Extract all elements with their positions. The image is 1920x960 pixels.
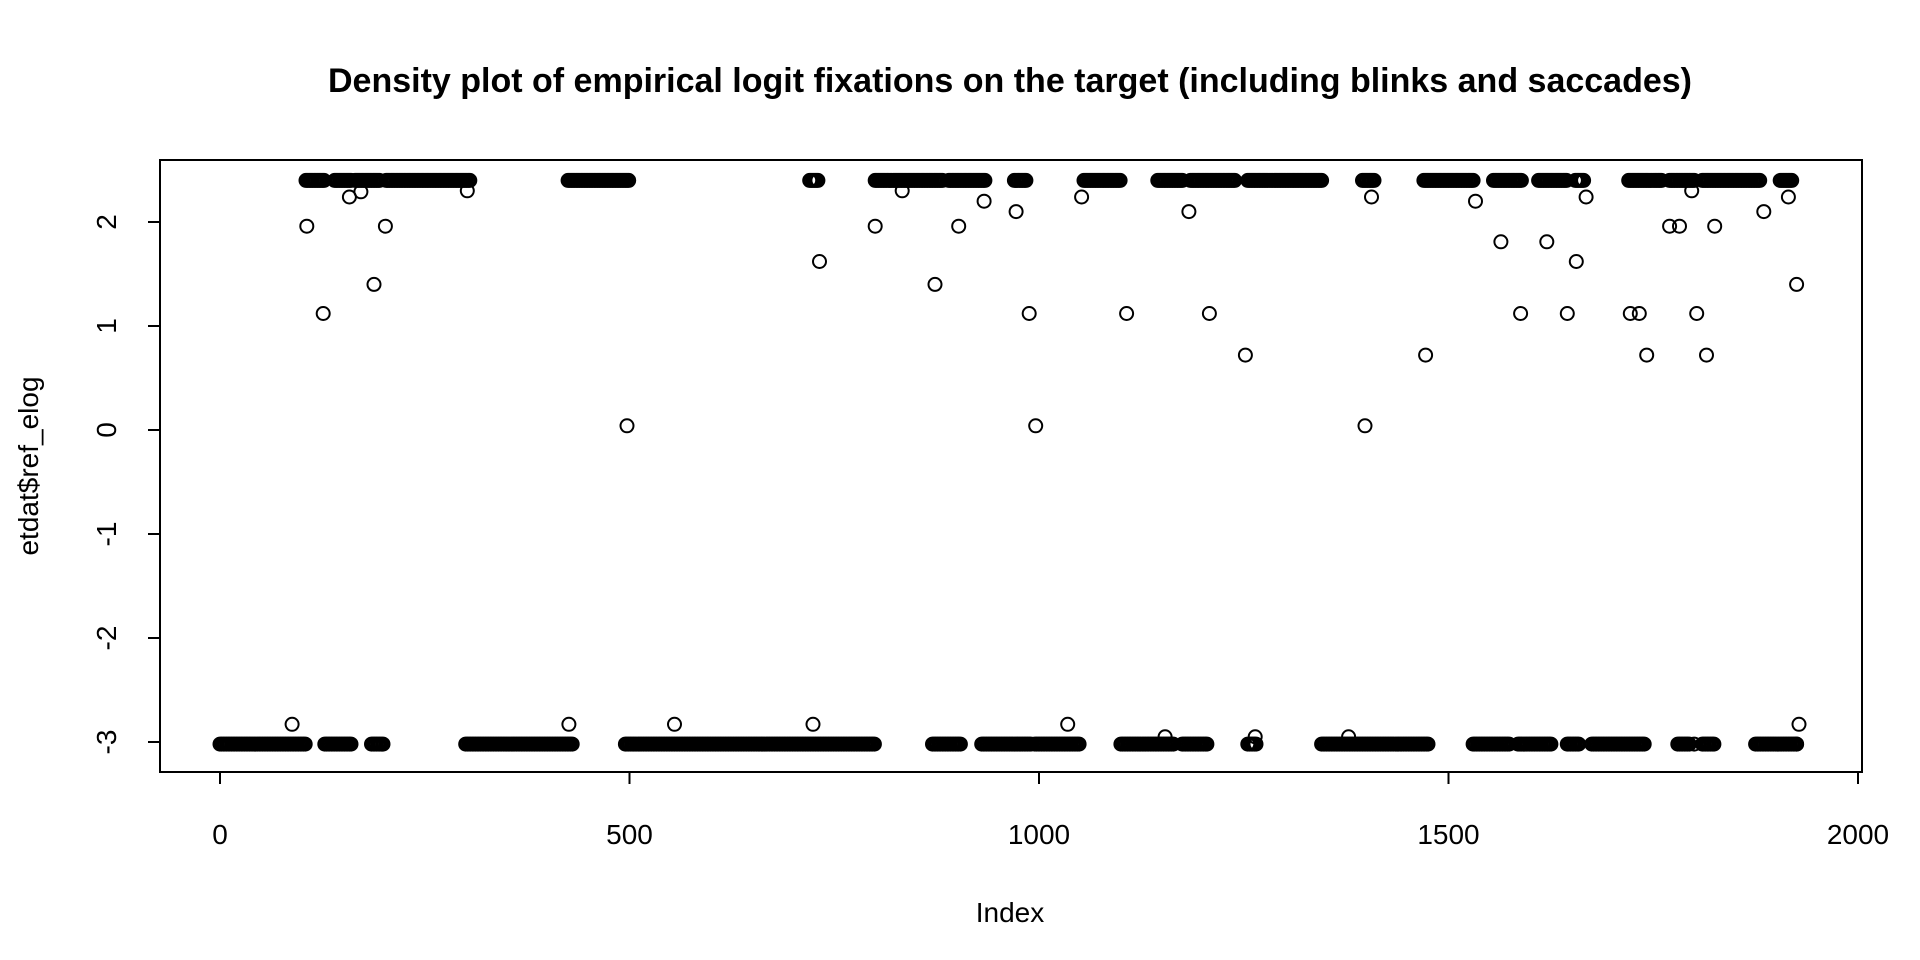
data-point [564,736,580,752]
data-point [1789,736,1805,752]
y-axis: -3 -2 -1 0 1 2 [91,214,161,755]
data-point [1201,306,1217,321]
data-point [1684,183,1700,199]
data-point [1018,172,1034,188]
data-point [1008,204,1024,220]
data-point [315,306,331,321]
data-point [299,218,315,234]
x-tick-label: 1500 [1417,819,1479,850]
x-tick-label: 2000 [1827,819,1889,850]
data-point [894,183,910,199]
data-point [667,716,682,732]
data-point [1791,716,1807,732]
y-tick-label: 2 [91,214,122,230]
data-point [1181,204,1197,220]
data-point [927,276,943,292]
data-point [1784,172,1800,188]
y-tick-label: -3 [91,730,122,755]
data-point [1366,172,1382,188]
data-point [462,172,478,188]
data-point [810,172,826,188]
data-point [621,172,637,188]
data-point [1237,347,1253,363]
data-point [1576,172,1592,188]
data-point [951,218,967,234]
data-point [366,276,382,292]
chart-title: Density plot of empirical logit fixation… [328,62,1692,100]
data-point [1028,418,1044,434]
data-point [1248,736,1264,752]
data-point [1468,193,1483,209]
data-point [1686,736,1702,752]
data-point [1568,254,1584,269]
x-tick-label: 1000 [1008,819,1070,850]
data-point [1119,306,1135,321]
data-point [1756,204,1772,220]
data-point [353,184,369,200]
data-point [867,218,883,234]
data-point [1789,276,1805,292]
data-point [1539,234,1555,250]
data-point [1543,736,1559,752]
x-tick-label: 500 [606,819,653,850]
x-axis-label: Index [976,897,1045,928]
data-points [212,172,1807,752]
data-point [1112,172,1128,188]
data-point [1631,306,1647,321]
y-tick-label: -1 [91,522,122,547]
data-point [459,183,475,199]
data-point [866,736,882,752]
data-point [1071,736,1087,752]
data-point [1199,736,1215,752]
data-point [1780,189,1796,205]
data-point [1247,729,1263,745]
data-point [284,716,300,732]
data-point [1513,306,1529,321]
data-point [561,716,577,732]
data-point [1341,729,1357,745]
data-point [952,736,968,752]
plot-frame [159,159,1863,773]
data-point [805,716,821,732]
data-point [1314,172,1330,188]
data-point [976,193,992,209]
data-point [1752,172,1768,188]
data-point [1689,306,1705,321]
data-point [1493,234,1509,250]
x-tick-label: 0 [212,819,228,850]
y-tick-label: -2 [91,626,122,651]
data-point [1157,729,1173,745]
data-point [812,254,827,269]
data-point [1622,306,1638,321]
data-point [1420,736,1436,752]
data-point [375,736,391,752]
data-point [1465,172,1481,188]
data-point [1074,189,1090,205]
data-point [1060,716,1076,732]
x-axis: 0 500 1000 1500 2000 [212,771,1889,850]
data-point [977,172,993,188]
y-tick-label: 1 [91,318,122,334]
data-point [1559,306,1575,321]
data-point [1706,736,1722,752]
data-point [1699,347,1714,363]
data-point [1364,189,1379,205]
data-point [1672,218,1687,234]
data-point [1513,172,1529,188]
y-tick-label: 0 [91,422,122,438]
data-point [1418,347,1434,363]
data-point [1639,347,1655,363]
data-point [1578,189,1594,205]
data-point [1636,736,1652,752]
data-point [297,736,313,752]
data-point [343,736,359,752]
data-point [1707,218,1723,234]
data-point [1021,306,1037,321]
data-point [619,418,635,434]
y-axis-label: etdat$ref_elog [13,376,44,555]
data-point [377,218,393,234]
data-point [1357,418,1373,434]
data-point [1662,218,1678,234]
